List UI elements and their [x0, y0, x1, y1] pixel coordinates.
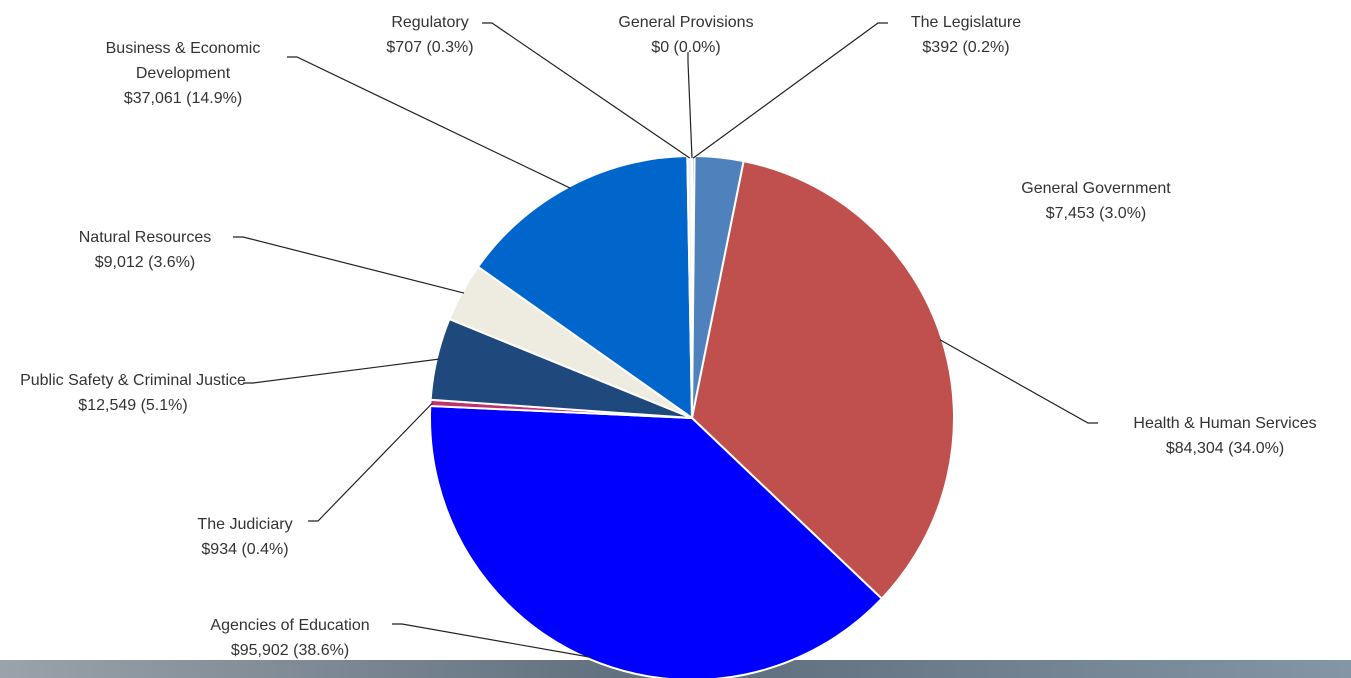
leaders	[233, 22, 1098, 658]
slice-label: Business & Economic Development $37,061 (…	[71, 36, 296, 111]
category-label: The Legislature	[910, 14, 1022, 31]
leader-line	[308, 402, 433, 522]
value-label: $0 (0.0%)	[651, 39, 721, 56]
pie-slice	[429, 404, 884, 678]
category-label: General Provisions	[618, 14, 754, 31]
leader-line	[287, 56, 571, 189]
slice-label: General Provisions $0 (0.0%)	[586, 10, 786, 60]
category-label: Health & Human Services	[1133, 415, 1317, 432]
value-label: $934 (0.4%)	[201, 541, 289, 558]
leader-line	[687, 52, 693, 159]
slice-label: General Government $7,453 (3.0%)	[986, 176, 1206, 226]
leader-line	[692, 22, 888, 159]
pie-slice	[690, 159, 955, 601]
value-label: $9,012 (3.6%)	[94, 254, 196, 271]
pie	[429, 154, 955, 678]
value-label: $37,061 (14.9%)	[123, 90, 243, 107]
category-label: Public Safety & Criminal Justice	[20, 372, 246, 389]
leader-line	[939, 339, 1098, 424]
leader-line	[482, 22, 691, 159]
pie-slice	[476, 155, 694, 420]
category-label: General Government	[1021, 180, 1171, 197]
category-label: Natural Resources	[78, 229, 212, 246]
slice-label: Public Safety & Criminal Justice $12,549 …	[11, 368, 256, 418]
leader-line	[233, 236, 465, 294]
category-label: Agencies of Education	[210, 617, 370, 634]
leader-line	[243, 358, 439, 384]
category-label: Business & Economic Development	[105, 40, 261, 82]
value-label: $95,902 (38.6%)	[230, 642, 350, 659]
slice-label: The Judiciary $934 (0.4%)	[145, 512, 345, 562]
value-label: $12,549 (5.1%)	[78, 397, 188, 414]
slice-label: Natural Resources $9,012 (3.6%)	[35, 225, 255, 275]
slice-label: Health & Human Services $84,304 (34.0%)	[1095, 411, 1351, 461]
value-label: $392 (0.2%)	[922, 39, 1010, 56]
category-label: The Judiciary	[197, 516, 293, 533]
slice-label: The Legislature $392 (0.2%)	[866, 10, 1066, 60]
value-label: $707 (0.3%)	[386, 39, 474, 56]
leader-line	[392, 623, 591, 658]
slice-label: Agencies of Education $95,902 (38.6%)	[170, 613, 410, 663]
value-label: $7,453 (3.0%)	[1045, 205, 1147, 222]
value-label: $84,304 (34.0%)	[1165, 440, 1285, 457]
slice-label: Regulatory $707 (0.3%)	[330, 10, 530, 60]
category-label: Regulatory	[391, 14, 469, 31]
